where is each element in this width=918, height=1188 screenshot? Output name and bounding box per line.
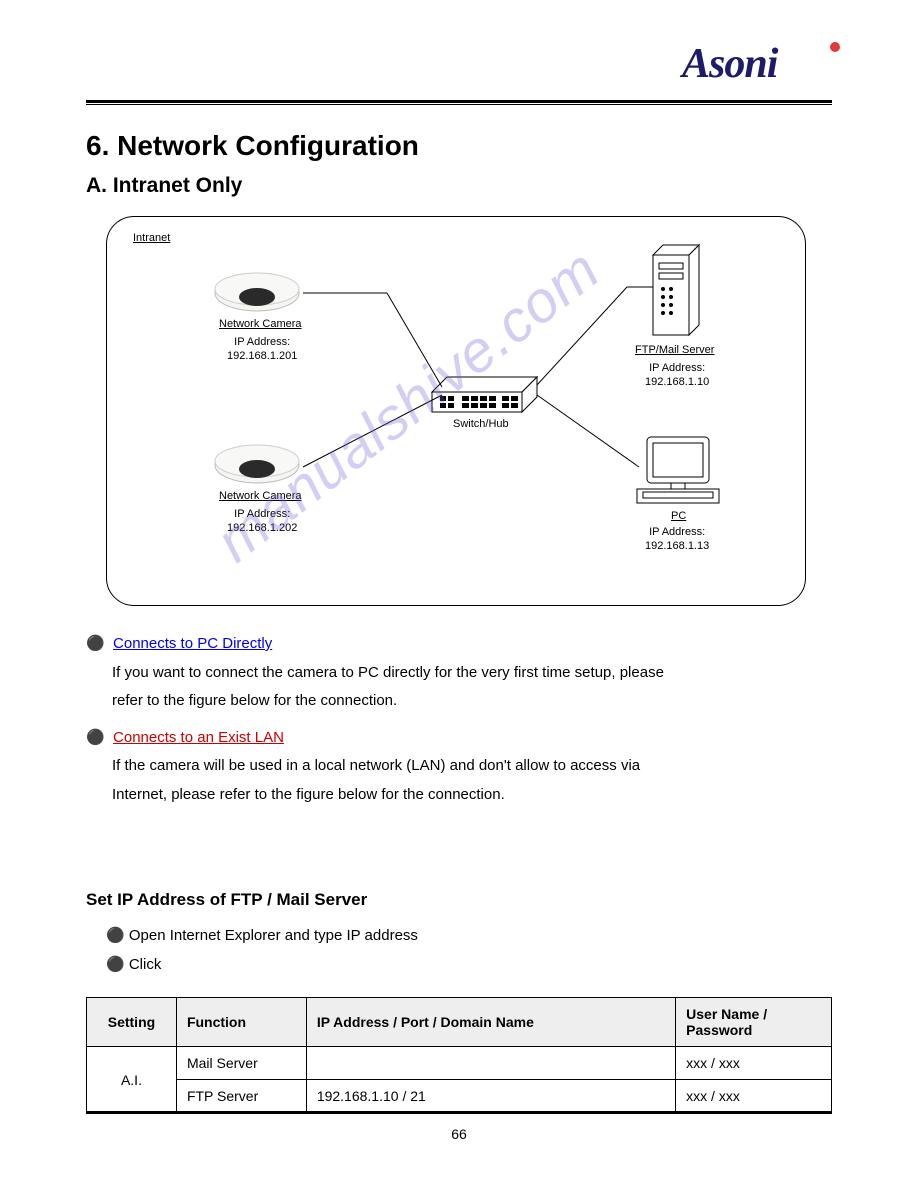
page-number: 66 xyxy=(0,1126,918,1142)
link-exist-lan[interactable]: Connects to an Exist LAN xyxy=(113,729,284,746)
table-row: A.I. Mail Server xxx / xxx xyxy=(87,1047,832,1080)
cell-address xyxy=(306,1047,675,1080)
ftp-step-1: ⚫ Open Internet Explorer and type IP add… xyxy=(106,922,832,951)
network-settings-table: Setting Function IP Address / Port / Dom… xyxy=(86,997,832,1113)
th-address: IP Address / Port / Domain Name xyxy=(306,998,675,1047)
camera1-ip-label: IP Address:192.168.1.201 xyxy=(227,335,297,364)
camera1-label: Network Camera xyxy=(219,317,302,331)
cell-setting: A.I. xyxy=(87,1047,177,1113)
brand-logo: AAsonisoni xyxy=(682,40,832,90)
bullet-b-title: ⚫ Connects to an Exist LAN xyxy=(86,724,832,753)
bullet-b-text: If the camera will be used in a local ne… xyxy=(86,752,832,809)
bullet-a-text: If you want to connect the camera to PC … xyxy=(86,659,832,716)
network-diagram: Intranet Network Camera IP Address:192.1… xyxy=(106,216,806,606)
camera2-ip-label: IP Address:192.168.1.202 xyxy=(227,507,297,536)
cell-function: FTP Server xyxy=(176,1080,306,1113)
brand-logo-text: AAsonisoni xyxy=(682,41,777,87)
cell-credentials: xxx / xxx xyxy=(676,1080,832,1113)
camera2-label: Network Camera xyxy=(219,489,302,503)
ftp-steps: ⚫ Open Internet Explorer and type IP add… xyxy=(106,922,832,979)
ftp-step-2: ⚫ Click xyxy=(106,951,832,980)
footer-rule xyxy=(86,1111,832,1114)
table-header-row: Setting Function IP Address / Port / Dom… xyxy=(87,998,832,1047)
diagram-region-label: Intranet xyxy=(133,231,170,245)
bullet-a-title: ⚫ Connects to PC Directly xyxy=(86,630,832,659)
th-function: Function xyxy=(176,998,306,1047)
th-setting: Setting xyxy=(87,998,177,1047)
server-label: FTP/Mail Server xyxy=(635,343,714,357)
section-title: A. Intranet Only xyxy=(86,174,242,198)
page-title: 6. Network Configuration xyxy=(86,130,419,162)
table-row: FTP Server 192.168.1.10 / 21 xxx / xxx xyxy=(87,1080,832,1113)
pc-label: PC xyxy=(671,509,686,523)
th-credentials: User Name / Password xyxy=(676,998,832,1047)
link-pc-direct[interactable]: Connects to PC Directly xyxy=(113,635,272,652)
cell-credentials: xxx / xxx xyxy=(676,1047,832,1080)
hub-label: Switch/Hub xyxy=(453,417,509,431)
brand-logo-dot xyxy=(830,42,840,52)
body-block: ⚫ Connects to PC Directly If you want to… xyxy=(86,630,832,809)
server-ip-label: IP Address:192.168.1.10 xyxy=(645,361,709,390)
header-rule xyxy=(86,100,832,105)
cell-function: Mail Server xyxy=(176,1047,306,1080)
ftp-title: Set IP Address of FTP / Mail Server xyxy=(86,890,367,910)
pc-ip-label: IP Address:192.168.1.13 xyxy=(645,525,709,554)
cell-address: 192.168.1.10 / 21 xyxy=(306,1080,675,1113)
